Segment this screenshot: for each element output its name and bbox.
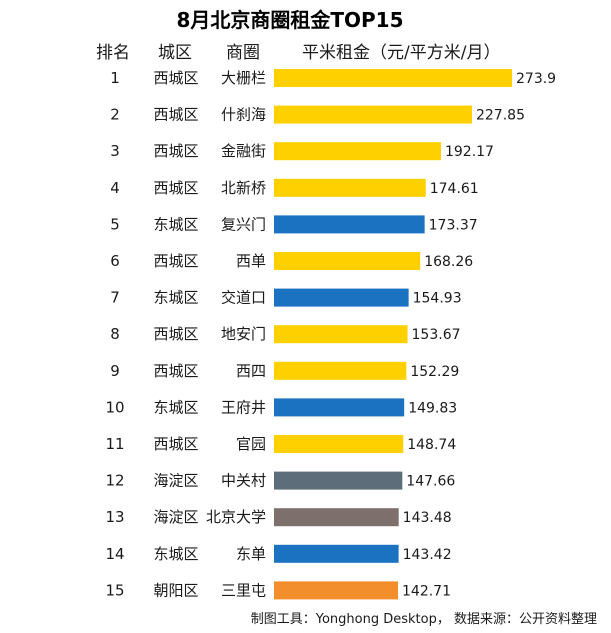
footer-source-note: 制图工具：Yonghong Desktop， 数据来源：公开资料整理	[250, 612, 597, 627]
data-label: 148.74	[407, 437, 456, 453]
data-label: 153.67	[412, 327, 461, 343]
bar	[274, 471, 403, 490]
chart-row: 10 东城区 王府井 149.83	[105, 398, 457, 417]
rank-label: 1	[110, 69, 120, 87]
area-label: 复兴门	[221, 215, 266, 233]
area-label: 金融街	[221, 142, 266, 160]
chart-row: 3 西城区 金融街 192.17	[110, 142, 494, 161]
bar	[274, 69, 512, 87]
area-label: 北新桥	[221, 179, 266, 197]
district-label: 朝阳区	[153, 581, 198, 599]
bar	[274, 252, 421, 270]
rank-label: 6	[110, 252, 120, 270]
district-label: 西城区	[153, 252, 198, 270]
data-label: 147.66	[406, 474, 455, 490]
rank-label: 3	[110, 142, 120, 160]
chart-row: 1 西城区 大栅栏 273.9	[110, 69, 556, 87]
rank-label: 11	[105, 435, 124, 453]
bar	[274, 398, 405, 417]
district-label: 西城区	[153, 179, 198, 197]
rank-label: 14	[105, 545, 124, 563]
data-label: 154.93	[413, 291, 462, 307]
district-label: 东城区	[153, 215, 198, 233]
chart-row: 11 西城区 官园 148.74	[105, 435, 456, 453]
district-label: 海淀区	[153, 472, 198, 490]
area-label: 东单	[236, 545, 266, 563]
rank-label: 10	[105, 398, 124, 416]
district-label: 西城区	[153, 142, 198, 160]
chart-row: 12 海淀区 中关村 147.66	[105, 471, 455, 490]
column-header-area: 商圈	[226, 43, 260, 63]
chart-row: 8 西城区 地安门 153.67	[110, 325, 461, 344]
district-label: 西城区	[153, 435, 198, 453]
district-label: 东城区	[153, 545, 198, 563]
rank-label: 13	[105, 508, 124, 526]
district-label: 西城区	[153, 106, 198, 124]
chart-row: 14 东城区 东单 143.42	[105, 544, 452, 563]
rank-label: 12	[105, 472, 124, 490]
chart-row: 6 西城区 西单 168.26	[110, 252, 473, 270]
area-label: 北京大学	[206, 508, 266, 526]
area-label: 大栅栏	[221, 69, 266, 87]
area-label: 王府井	[221, 398, 266, 416]
column-header-metric: 平米租金（元/平方米/月）	[302, 43, 501, 63]
bar	[274, 544, 399, 563]
data-label: 168.26	[424, 254, 473, 270]
data-label: 173.37	[429, 217, 478, 233]
chart-row: 5 东城区 复兴门 173.37	[110, 215, 478, 234]
chart-row: 2 西城区 什刹海 227.85	[110, 105, 525, 124]
district-label: 东城区	[153, 398, 198, 416]
district-label: 东城区	[153, 289, 198, 307]
rank-label: 15	[105, 581, 124, 599]
rank-label: 2	[110, 106, 120, 124]
data-label: 152.29	[410, 364, 459, 380]
area-label: 西单	[236, 252, 266, 270]
bar	[274, 508, 399, 527]
rank-label: 8	[110, 325, 120, 343]
district-label: 西城区	[153, 69, 198, 87]
data-label: 143.42	[403, 547, 452, 563]
bar	[274, 178, 426, 197]
data-label: 273.9	[516, 71, 556, 87]
column-header-rank: 排名	[96, 43, 130, 63]
bar	[274, 142, 441, 161]
chart-row: 15 朝阳区 三里屯 142.71	[105, 581, 451, 600]
chart-title: 8月北京商圈租金TOP15	[176, 8, 404, 32]
area-label: 三里屯	[221, 581, 266, 599]
area-label: 中关村	[221, 472, 266, 490]
rank-label: 7	[110, 289, 120, 307]
bar	[274, 361, 407, 380]
bar	[274, 325, 408, 344]
bar	[274, 215, 425, 234]
bar	[274, 581, 399, 600]
bar	[274, 288, 409, 307]
data-label: 174.61	[430, 181, 479, 197]
data-label: 149.83	[408, 400, 457, 416]
district-label: 海淀区	[153, 508, 198, 526]
column-header-district: 城区	[158, 43, 192, 63]
area-label: 地安门	[221, 325, 266, 343]
district-label: 西城区	[153, 362, 198, 380]
area-label: 西四	[236, 362, 266, 380]
data-label: 192.17	[445, 144, 494, 160]
chart-row: 13 海淀区 北京大学 143.48	[105, 508, 452, 527]
bar	[274, 105, 472, 124]
data-label: 143.48	[403, 510, 452, 526]
area-label: 官园	[236, 435, 266, 453]
rank-label: 9	[110, 362, 120, 380]
data-label: 227.85	[476, 108, 525, 124]
area-label: 什刹海	[221, 106, 266, 124]
bar	[274, 435, 404, 453]
area-label: 交道口	[221, 289, 266, 307]
data-label: 142.71	[402, 583, 451, 599]
chart-row: 7 东城区 交道口 154.93	[110, 288, 462, 307]
district-label: 西城区	[153, 325, 198, 343]
chart-row: 9 西城区 西四 152.29	[110, 361, 459, 380]
rank-label: 4	[110, 179, 120, 197]
rank-label: 5	[110, 215, 120, 233]
chart-row: 4 西城区 北新桥 174.61	[110, 178, 479, 197]
